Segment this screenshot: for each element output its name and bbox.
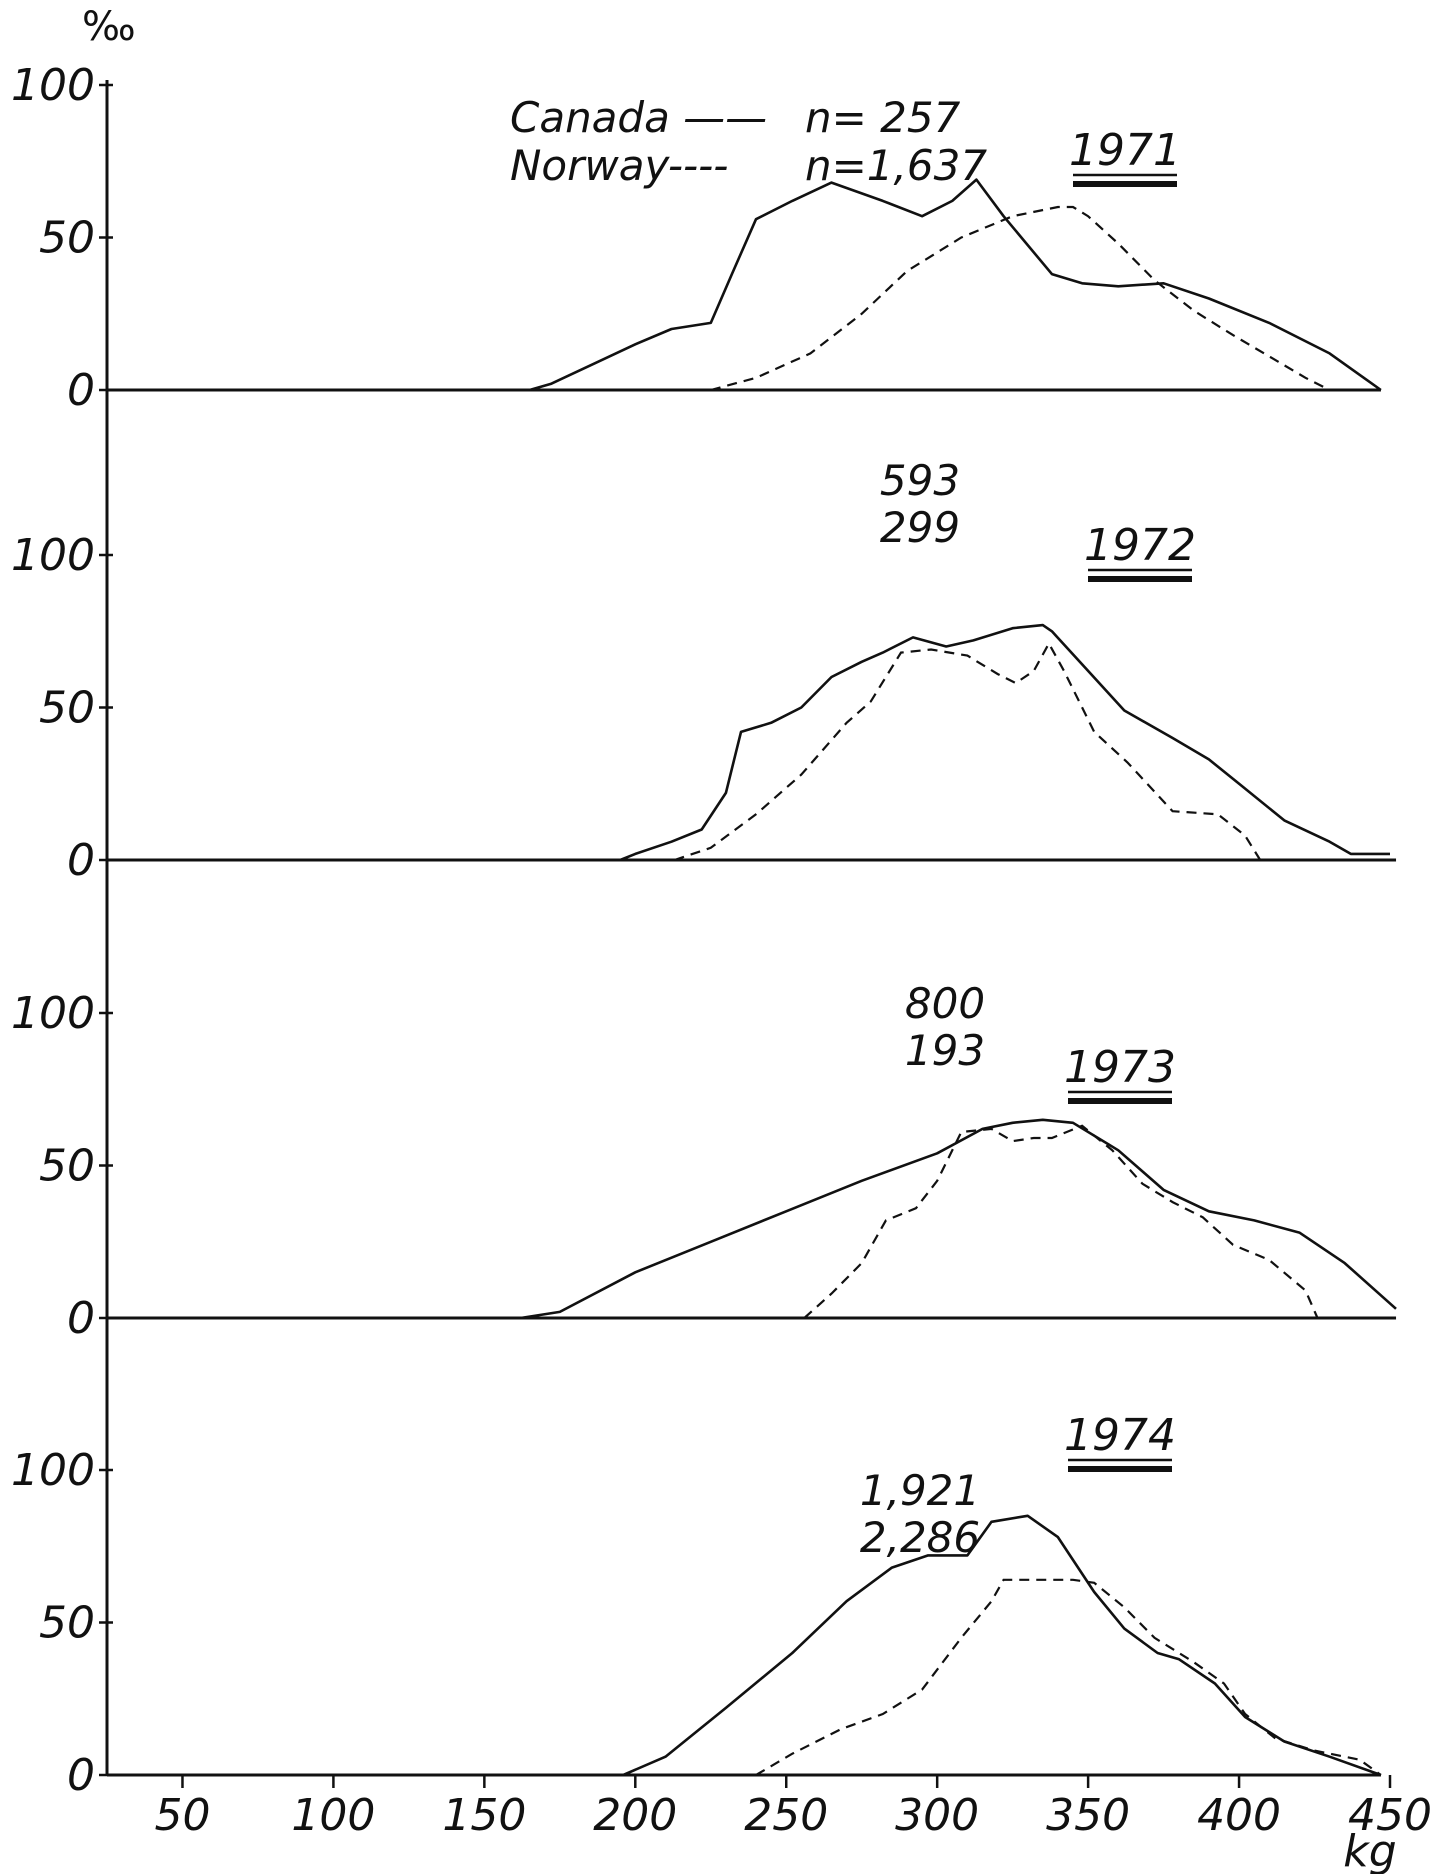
x-tick-label: 50 [154,1790,210,1841]
sample-count-label: 193 [905,1026,985,1075]
y-tick-label: 0 [67,835,95,886]
y-tick-label: 100 [11,60,95,111]
y-tick-label: 0 [67,365,95,416]
sample-count-label: 299 [880,503,960,552]
panel-year-label: 1974 [1064,1410,1176,1461]
x-tick-label: 250 [744,1790,828,1841]
y-tick-label: 100 [11,988,95,1039]
y-tick-label: 50 [39,683,95,734]
legend: Canada —— n= 257 Norway---- n=1,637 [510,93,987,190]
x-tick-label: 300 [895,1790,979,1841]
x-unit-label: kg [1343,1826,1396,1874]
panel-year-label: 1973 [1064,1042,1176,1093]
panels: 1005001971100500197259329910050019738001… [11,60,1397,1801]
legend-norway-n: n=1,637 [805,141,987,190]
panel-year-label: 1971 [1069,125,1181,176]
sample-count-label: 2,286 [860,1513,980,1562]
panel-1971: 100 50 0 1971 [11,60,1382,416]
canada-series-line [619,623,1390,862]
y-tick-label: 50 [39,1141,95,1192]
x-tick-label: 100 [291,1790,375,1841]
x-tick-label: 450 [1348,1790,1432,1841]
panel-year-label: 1972 [1084,520,1196,571]
y-unit-label: ‰ [82,4,136,50]
canada-series-line [520,1118,1397,1320]
legend-canada-n: n= 257 [805,93,961,142]
sample-count-label: 800 [905,979,985,1028]
y-tick-label: 0 [67,1293,95,1344]
norway-series-line [755,1578,1382,1776]
y-tick-label: 100 [11,1445,95,1496]
y-tick-label: 0 [67,1750,95,1801]
y-tick-label: 50 [39,213,95,264]
sample-count-label: 593 [880,456,960,505]
canada-series-line [529,178,1382,392]
norway-series-line [803,1124,1319,1319]
legend-canada-label: Canada —— [510,93,767,142]
norway-series-line [674,641,1262,862]
y-tick-label: 50 [39,1598,95,1649]
x-tick-label: 150 [442,1790,526,1841]
canada-series-line [622,1514,1382,1777]
x-axis: 50 100 150 200 250 300 350 400 450 [154,1775,1432,1841]
norway-series-line [710,205,1331,392]
legend-norway-label: Norway---- [510,141,728,190]
x-tick-label: 200 [593,1790,677,1841]
x-tick-label: 350 [1046,1790,1130,1841]
sample-count-label: 1,921 [860,1466,980,1515]
x-tick-label: 400 [1197,1790,1281,1841]
y-tick-label: 100 [11,530,95,581]
